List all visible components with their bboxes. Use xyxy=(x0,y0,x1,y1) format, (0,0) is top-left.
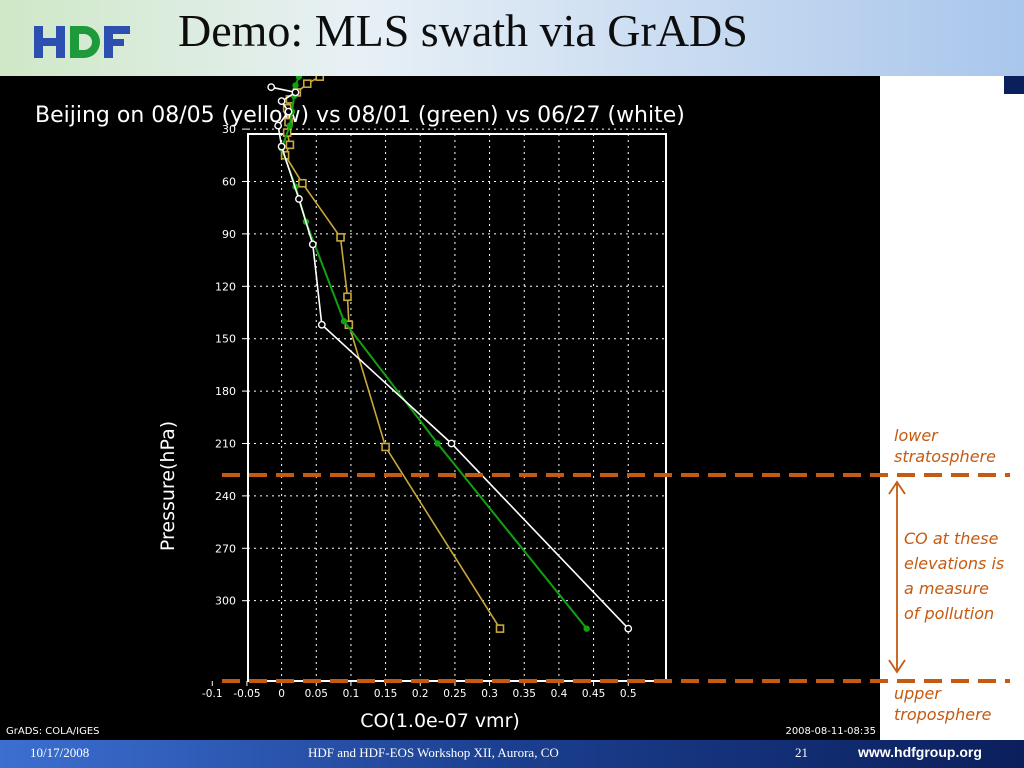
point-green xyxy=(286,122,294,129)
point-white xyxy=(291,88,300,97)
y-tick-label: 120 xyxy=(215,280,236,293)
point-white xyxy=(317,320,326,329)
x-tick-label: -0.05 xyxy=(233,688,260,700)
x-tick-label: -0.1 xyxy=(202,688,223,700)
annotation-panel xyxy=(880,76,1024,740)
footer-date: 10/17/2008 xyxy=(30,745,90,760)
point-yellow xyxy=(285,140,295,150)
plot-frame xyxy=(247,133,667,682)
y-tick-label: 90 xyxy=(222,228,236,241)
point-white xyxy=(277,142,286,151)
point-green xyxy=(434,440,441,447)
x-tick-label: 0.3 xyxy=(481,688,498,700)
y-axis-ticks: 30 60 90 120 150 180 210 240 270 300 xyxy=(215,123,248,608)
hdf-logo xyxy=(34,26,130,58)
y-tick-label: 270 xyxy=(215,542,236,555)
header-strip xyxy=(1004,76,1024,94)
point-white xyxy=(447,439,456,448)
footer-event: HDF and HDF-EOS Workshop XII, Aurora, CO xyxy=(308,745,559,760)
footer-url[interactable]: www.hdfgroup.org xyxy=(858,744,982,760)
x-axis-label: CO(1.0e-07 vmr) xyxy=(360,710,520,732)
x-tick-label: 0.4 xyxy=(551,688,568,700)
y-tick-label: 60 xyxy=(222,175,236,188)
upper-troposphere-label: upper troposphere xyxy=(894,684,992,724)
series-white xyxy=(267,83,633,633)
point-white xyxy=(624,624,633,633)
y-tick-label: 180 xyxy=(215,385,236,398)
point-yellow xyxy=(298,178,307,188)
y-tick-label: 240 xyxy=(215,490,236,503)
chart-title: Beijing on 08/05 (yellow) vs 08/01 (gree… xyxy=(35,103,685,128)
point-green xyxy=(583,625,590,632)
x-tick-label: 0.5 xyxy=(620,688,637,700)
grads-plot: Beijing on 08/05 (yellow) vs 08/01 (gree… xyxy=(0,76,880,740)
point-green xyxy=(340,318,348,325)
point-yellow xyxy=(336,233,345,242)
point-white xyxy=(274,121,283,130)
x-tick-label: 0.25 xyxy=(443,688,466,700)
pollution-note: CO at these elevations is a measure of p… xyxy=(904,529,1005,623)
x-tick-label: 0 xyxy=(278,688,285,700)
x-tick-label: 0.35 xyxy=(513,688,536,700)
plot-timestamp: 2008-08-11-08:35 xyxy=(785,726,876,737)
x-tick-label: 0.05 xyxy=(305,688,328,700)
slide-title: Demo: MLS swath via GrADS xyxy=(178,5,748,56)
point-green xyxy=(295,76,303,80)
grads-credit: GrADS: COLA/IGES xyxy=(6,726,100,737)
point-yellow xyxy=(343,292,352,302)
co-profile-chart: Beijing on 08/05 (yellow) vs 08/01 (gree… xyxy=(6,76,876,737)
series-line-green xyxy=(280,76,588,630)
chart-grid xyxy=(248,128,666,681)
slide-header: Demo: MLS swath via GrADS xyxy=(0,0,1024,76)
lower-stratosphere-label: lower stratosphere xyxy=(894,426,996,466)
y-axis-label: Pressure(hPa) xyxy=(157,421,179,551)
point-white xyxy=(295,195,303,203)
y-tick-label: 300 xyxy=(215,595,236,608)
point-white xyxy=(308,240,317,249)
point-white xyxy=(267,83,276,92)
point-green xyxy=(292,82,299,89)
x-tick-label: 0.45 xyxy=(582,688,605,700)
point-yellow xyxy=(302,79,312,88)
footer-page-number: 21 xyxy=(795,745,808,760)
series-line-yellow xyxy=(284,76,501,630)
x-axis-ticks: -0.1 -0.05 0 0.05 0.1 0.15 0.2 0.25 0.3 0.35 0.4 0.… xyxy=(202,681,637,700)
x-tick-label: 0.2 xyxy=(412,688,429,700)
x-tick-label: 0.15 xyxy=(374,688,397,700)
x-tick-label: 0.1 xyxy=(343,688,360,700)
point-yellow xyxy=(381,442,390,452)
point-yellow xyxy=(315,76,325,82)
y-tick-label: 210 xyxy=(215,437,236,450)
series-group xyxy=(267,76,633,633)
point-white xyxy=(277,97,286,106)
point-white xyxy=(284,107,293,116)
point-yellow xyxy=(495,624,505,633)
slide-footer: 10/17/2008 HDF and HDF-EOS Workshop XII,… xyxy=(0,740,1024,768)
y-tick-label: 30 xyxy=(222,123,236,136)
y-tick-label: 150 xyxy=(215,333,236,346)
